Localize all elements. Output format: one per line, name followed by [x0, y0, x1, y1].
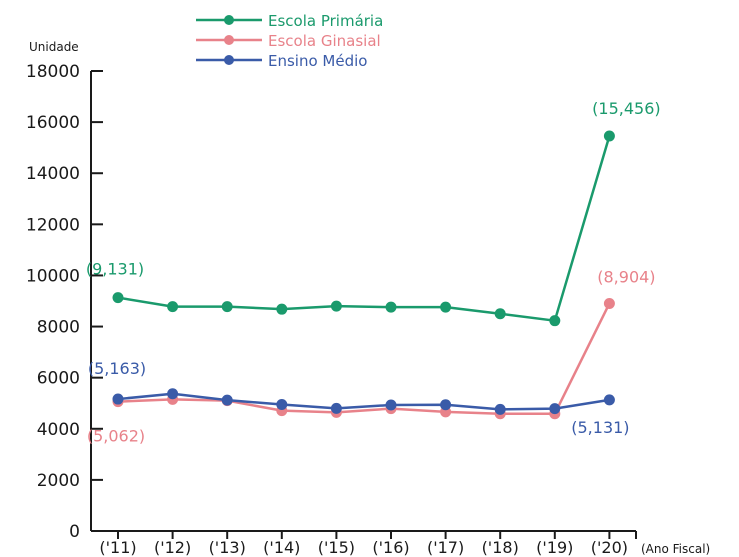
legend-label: Escola Ginasial [268, 32, 381, 50]
data-label: (8,904) [597, 267, 655, 286]
series-3 [112, 388, 615, 415]
x-axis-title: (Ano Fiscal) [641, 542, 710, 556]
y-tick-label: 2000 [37, 471, 80, 491]
data-point [276, 303, 288, 315]
data-point [330, 300, 342, 312]
y-tick-label: 6000 [37, 369, 80, 389]
legend-item: Escola Primária [196, 12, 383, 30]
data-label: (5,062) [87, 427, 145, 446]
legend-swatch-marker [224, 15, 234, 25]
data-point [549, 315, 561, 327]
series-layer [112, 130, 615, 420]
y-tick-label: 14000 [26, 164, 80, 184]
data-point [494, 308, 506, 320]
data-point [385, 301, 397, 313]
data-point [167, 301, 179, 313]
data-point [276, 399, 288, 410]
x-tick-label: ('12) [154, 538, 191, 557]
legend-item: Ensino Médio [196, 52, 367, 70]
data-point [603, 297, 615, 309]
x-tick-label: ('18) [482, 538, 519, 557]
x-tick-label: ('13) [209, 538, 246, 557]
legend-swatch-marker [224, 35, 234, 45]
data-point [494, 403, 506, 415]
data-point [221, 394, 233, 406]
series-line [117, 135, 611, 322]
x-tick-label: ('11) [99, 538, 136, 557]
data-label: (5,163) [88, 359, 146, 378]
data-point [549, 403, 561, 415]
x-tick-label: ('14) [263, 538, 300, 557]
data-point [167, 388, 179, 400]
x-tick-label: ('19) [536, 538, 573, 557]
data-point [603, 394, 615, 406]
data-point [112, 292, 124, 304]
legend-swatch-marker [224, 55, 234, 65]
x-tick-label: ('16) [372, 538, 409, 557]
y-tick-label: 0 [69, 522, 80, 542]
legend-label: Ensino Médio [268, 52, 367, 70]
data-point [440, 399, 452, 411]
y-tick-label: 18000 [26, 62, 80, 82]
y-tick-label: 12000 [26, 215, 80, 235]
data-label: (15,456) [592, 99, 660, 118]
x-tick-label: ('15) [318, 538, 355, 557]
y-tick-label: 10000 [26, 266, 80, 286]
data-point [603, 130, 615, 142]
series-1 [112, 130, 615, 327]
series-2 [112, 297, 615, 420]
legend: Escola Primária Escola Ginasial Ensino Méd… [196, 12, 383, 70]
x-tick-label: ('20) [591, 538, 628, 557]
data-label: (9,131) [86, 260, 144, 279]
data-point [112, 393, 124, 405]
series-line [117, 392, 610, 411]
axes: 0 2000 4000 6000 8000 10000 12000 14000 16000 180… [26, 62, 637, 557]
data-label: (5,131) [571, 418, 629, 437]
y-axis-title: Unidade [29, 40, 79, 54]
data-point [330, 402, 342, 414]
data-point [440, 301, 452, 313]
x-tick-label: ('17) [427, 538, 464, 557]
annotations: (9,131) (15,456) (8,904) (5,062) (5,163) (5,1… [86, 99, 661, 446]
y-tick-label: 8000 [37, 318, 80, 338]
data-point [221, 301, 233, 313]
y-tick-label: 4000 [37, 420, 80, 440]
y-tick-label: 16000 [26, 113, 80, 133]
data-point [385, 399, 397, 411]
legend-item: Escola Ginasial [196, 32, 381, 50]
series-line [117, 302, 611, 415]
legend-label: Escola Primária [268, 12, 383, 30]
